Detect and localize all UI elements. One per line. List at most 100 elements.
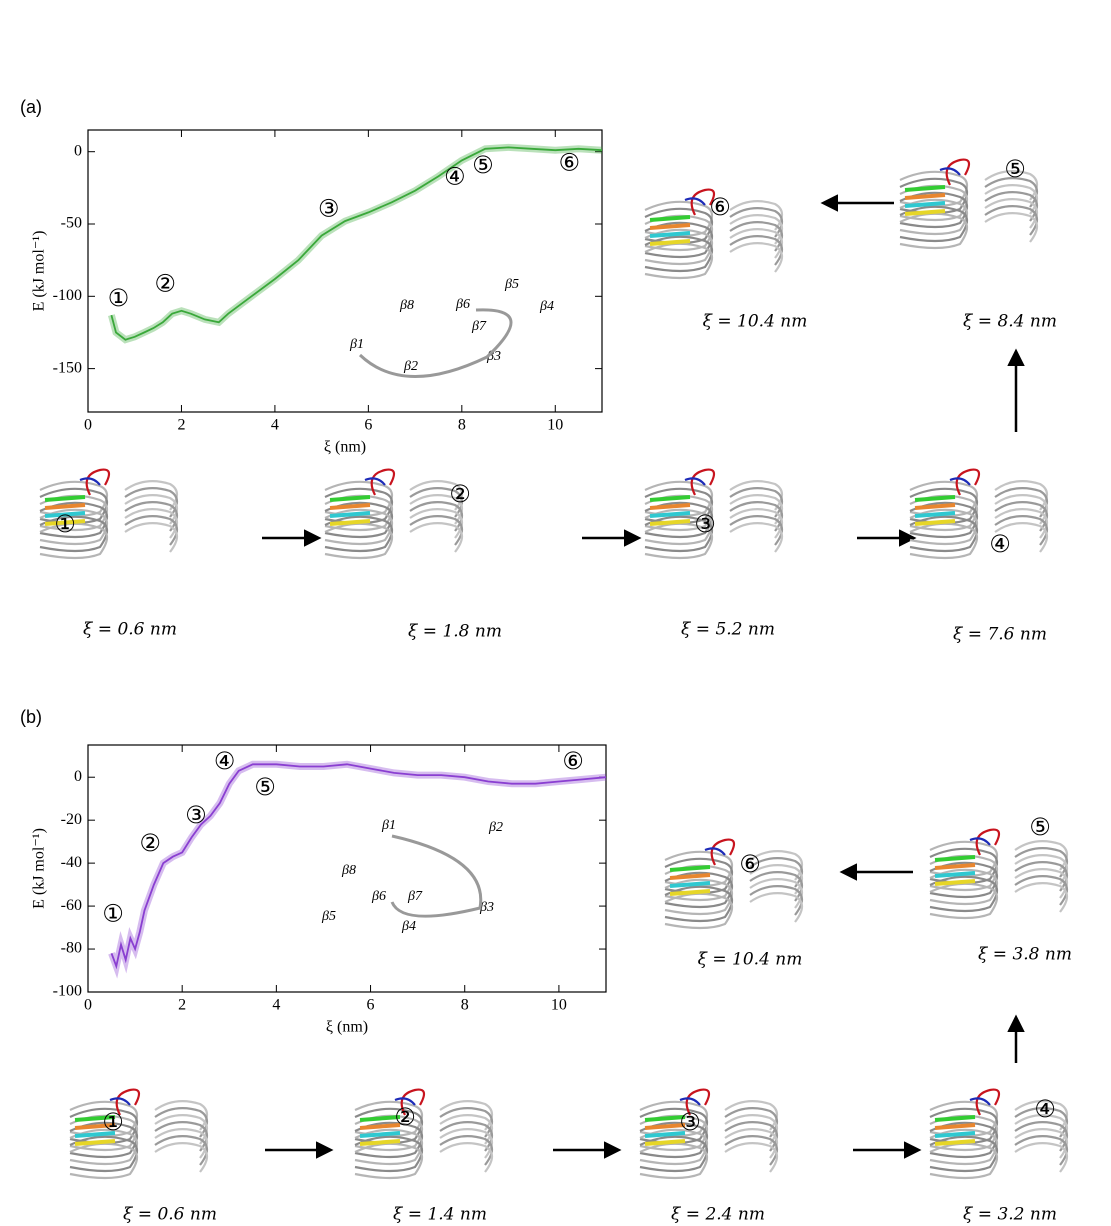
inset-label: β1 [349, 337, 364, 352]
beta-strand [935, 1125, 975, 1128]
inset-label: β2 [403, 359, 418, 374]
protein-snapshot [355, 1090, 492, 1178]
x-axis-label: ξ (nm) [324, 439, 366, 456]
inset-label: β8 [399, 298, 414, 313]
inset-topology [392, 836, 481, 916]
snapshot-caption: ξ = 0.6 nm [83, 620, 177, 640]
fibril-strand [750, 886, 802, 915]
fibril-strand [725, 1143, 777, 1172]
error-band [112, 764, 607, 966]
inset-label: β7 [407, 889, 423, 904]
curve-annotation: ① [108, 284, 130, 312]
snapshot-marker: ⑥ [739, 850, 761, 878]
beta-strand [45, 497, 85, 500]
curve-annotation: ③ [318, 195, 340, 223]
beta-strand [650, 497, 690, 500]
y-tick-label: -20 [61, 811, 82, 828]
x-tick-label: 2 [178, 997, 186, 1014]
snapshot-caption: ξ = 7.6 nm [953, 625, 1047, 645]
arrows [262, 203, 1016, 1150]
x-tick-label: 0 [84, 417, 92, 434]
y-tick-label: -60 [61, 897, 82, 914]
beta-strand [650, 217, 690, 220]
y-tick-label: -100 [53, 287, 82, 304]
fibril-strand [410, 523, 462, 552]
beta-strand [330, 505, 370, 508]
snapshot-marker: ⑥ [709, 193, 731, 221]
snapshot-caption: ξ = 0.6 nm [123, 1205, 217, 1225]
x-tick-label: 4 [272, 997, 280, 1014]
beta-strand [935, 865, 975, 868]
beta-strand [670, 875, 710, 878]
snapshot-marker: ③ [679, 1108, 701, 1136]
y-tick-label: -150 [53, 359, 82, 376]
snapshot-marker: ④ [989, 530, 1011, 558]
fibril-strand [730, 516, 782, 545]
x-tick-label: 10 [551, 997, 567, 1014]
figure: (a)0246810-150-100-500ξ (nm)E (kJ mol⁻¹)… [0, 0, 1111, 1226]
panel-label: (b) [20, 707, 42, 727]
snapshot-caption: ξ = 10.4 nm [698, 950, 803, 970]
y-tick-label: 0 [74, 142, 82, 159]
snapshot-caption: ξ = 1.8 nm [408, 622, 502, 642]
fibril-strand [725, 1136, 777, 1165]
y-tick-label: -40 [61, 854, 82, 871]
fibril-strand [730, 236, 782, 265]
snapshot-caption: ξ = 5.2 nm [681, 620, 775, 640]
curve-annotation: ② [139, 829, 161, 857]
inset-label: β5 [321, 909, 336, 924]
inset-label: β5 [504, 277, 519, 292]
y-axis-label: E (kJ mol⁻¹) [31, 231, 48, 312]
curve-annotation: ⑥ [562, 747, 584, 775]
fibril-strand [730, 523, 782, 552]
fibril-strand [985, 213, 1037, 242]
snapshot-caption: ξ = 2.4 nm [671, 1205, 765, 1225]
beta-strand [45, 505, 85, 508]
fibril-strand [985, 206, 1037, 235]
beta-strand [670, 867, 710, 870]
x-tick-label: 6 [364, 417, 372, 434]
fibril-strand [125, 523, 177, 552]
curve-annotation: ① [102, 900, 124, 928]
inset-label: β8 [341, 863, 356, 878]
inset-label: β6 [371, 889, 386, 904]
inset-label: β6 [455, 297, 470, 312]
inset-topology [360, 310, 511, 377]
protein-snapshot [325, 470, 462, 558]
y-tick-label: -50 [61, 215, 82, 232]
protein-snapshot [665, 840, 802, 928]
curve-annotation: ③ [185, 801, 207, 829]
y-axis-label: E (kJ mol⁻¹) [31, 828, 48, 909]
curve-annotation: ⑥ [559, 148, 581, 176]
protein-snapshot [910, 470, 1047, 558]
x-tick-label: 4 [271, 417, 279, 434]
beta-strand [330, 497, 370, 500]
fibril-strand [730, 243, 782, 272]
x-tick-label: 6 [367, 997, 375, 1014]
inset-label: β7 [471, 319, 487, 334]
inset-label: β4 [539, 299, 554, 314]
fibril-strand [440, 1136, 492, 1165]
fibril-strand [155, 1136, 207, 1165]
curve-annotation: ⑤ [254, 773, 276, 801]
x-tick-label: 10 [547, 417, 563, 434]
snapshot-caption: ξ = 3.2 nm [963, 1205, 1057, 1225]
beta-strand [935, 857, 975, 860]
fibril-strand [750, 893, 802, 922]
curve-annotation: ② [154, 270, 176, 298]
inset-label: β4 [401, 919, 416, 934]
fibril-strand [1015, 1143, 1067, 1172]
protein-snapshot [640, 1090, 777, 1178]
fibril-strand [440, 1143, 492, 1172]
fibril-strand [1015, 883, 1067, 912]
beta-strand [650, 225, 690, 228]
fibril-strand [125, 516, 177, 545]
x-tick-label: 2 [177, 417, 185, 434]
panel-label: (a) [20, 97, 42, 117]
curve-annotation: ④ [444, 163, 466, 191]
fibril-strand [155, 1143, 207, 1172]
beta-strand [915, 497, 955, 500]
snapshot-marker: ② [394, 1103, 416, 1131]
snapshot-marker: ⑤ [1029, 813, 1051, 841]
snapshot-marker: ④ [1034, 1095, 1056, 1123]
